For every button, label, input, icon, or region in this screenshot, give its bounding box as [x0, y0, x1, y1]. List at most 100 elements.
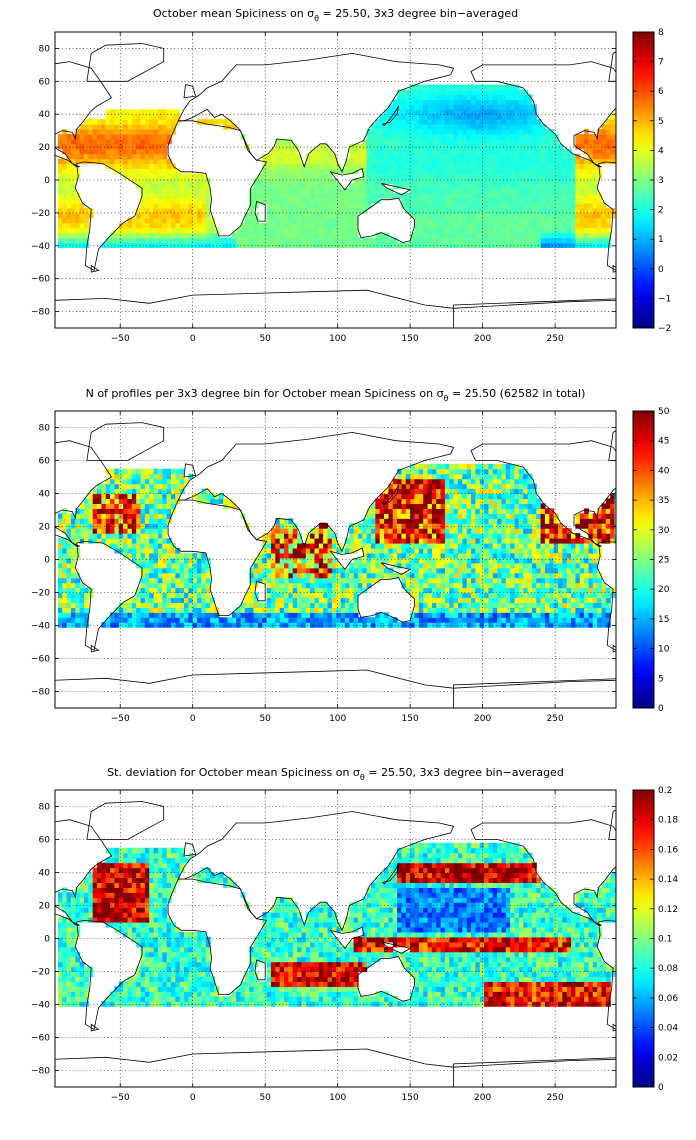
- bin-cell: [397, 99, 403, 105]
- bin-cell: [297, 617, 303, 623]
- bin-cell: [536, 227, 542, 234]
- bin-cell: [484, 138, 490, 145]
- bin-cell: [449, 493, 455, 500]
- bin-cell: [62, 188, 68, 194]
- bin-cell: [140, 158, 146, 165]
- bin-cell: [105, 124, 111, 130]
- bin-cell: [131, 557, 137, 564]
- bin-cell: [540, 143, 546, 150]
- bin-cell: [57, 513, 63, 519]
- bin-cell: [523, 143, 529, 150]
- bin-cell: [197, 587, 203, 594]
- bin-cell: [170, 473, 176, 480]
- bin-cell: [471, 468, 476, 475]
- bin-cell: [453, 567, 459, 574]
- bin-cell: [444, 94, 450, 101]
- bin-cell: [262, 567, 268, 574]
- bin-cell: [423, 622, 429, 628]
- bin-cell: [471, 607, 476, 613]
- bin-cell: [127, 622, 133, 628]
- bin-cell: [97, 138, 102, 145]
- bin-cell: [471, 587, 476, 594]
- bin-cell: [297, 552, 303, 559]
- bin-cell: [249, 607, 255, 613]
- bin-cell: [466, 153, 472, 160]
- bin-cell: [301, 212, 307, 219]
- bin-cell: [284, 153, 289, 160]
- bin-cell: [371, 543, 376, 549]
- bin-cell: [562, 237, 568, 244]
- bin-cell: [479, 227, 485, 234]
- bin-cell: [484, 232, 490, 239]
- bin-cell: [353, 572, 359, 579]
- bin-cell: [292, 143, 298, 150]
- bin-cell: [175, 567, 181, 574]
- bin-cell: [131, 119, 137, 125]
- bin-cell: [410, 473, 416, 480]
- bin-cell: [270, 557, 276, 564]
- bin-cell: [153, 163, 159, 170]
- bin-cell: [70, 587, 76, 594]
- bin-cell: [397, 547, 403, 554]
- bin-cell: [462, 217, 468, 224]
- bin-cell: [301, 173, 307, 179]
- bin-cell: [371, 617, 376, 623]
- bin-cell: [123, 153, 129, 160]
- bin-cell: [118, 518, 124, 524]
- bin-cell: [166, 552, 172, 559]
- bin-cell: [279, 188, 285, 194]
- bin-cell: [66, 133, 72, 140]
- bin-cell: [105, 538, 111, 544]
- bin-cell: [166, 232, 172, 239]
- bin-cell: [262, 572, 268, 579]
- bin-cell: [144, 562, 150, 569]
- bin-cell: [318, 207, 324, 214]
- bin-cell: [505, 124, 511, 130]
- bin-cell: [62, 592, 68, 599]
- bin-cell: [275, 203, 281, 209]
- y-tick-label: 20: [39, 143, 51, 153]
- bin-cell: [427, 109, 433, 115]
- bin-cell: [414, 89, 420, 96]
- bin-cell: [340, 188, 346, 194]
- bin-cell: [136, 222, 142, 229]
- bin-cell: [144, 607, 150, 613]
- bin-cell: [514, 94, 520, 101]
- bin-cell: [414, 109, 420, 115]
- bin-cell: [310, 622, 316, 628]
- bin-cell: [375, 232, 381, 239]
- bin-cell: [479, 168, 485, 175]
- bin-cell: [366, 622, 372, 628]
- bin-cell: [397, 513, 403, 519]
- bin-cell: [388, 552, 394, 559]
- bin-cell: [266, 188, 272, 194]
- bin-cell: [101, 503, 107, 509]
- bin-cell: [66, 523, 72, 529]
- bin-cell: [471, 178, 476, 184]
- bin-cell: [436, 153, 442, 160]
- bin-cell: [249, 203, 255, 209]
- bin-cell: [70, 158, 76, 165]
- bin-cell: [531, 178, 537, 184]
- bin-cell: [401, 99, 407, 105]
- bin-cell: [475, 133, 481, 140]
- bin-cell: [97, 143, 102, 150]
- bin-cell: [471, 227, 476, 234]
- bin-cell: [131, 538, 137, 544]
- bin-cell: [436, 84, 442, 91]
- bin-cell: [144, 188, 150, 194]
- bin-cell: [92, 523, 98, 529]
- bin-cell: [353, 562, 359, 569]
- bin-cell: [140, 188, 146, 194]
- bin-cell: [136, 124, 142, 130]
- bin-cell: [479, 468, 485, 475]
- bin-cell: [449, 617, 455, 623]
- bin-cell: [166, 607, 172, 613]
- bin-cell: [488, 124, 494, 130]
- bin-cell: [288, 203, 294, 209]
- bin-cell: [284, 572, 289, 579]
- bin-cell: [414, 617, 420, 623]
- bin-cell: [184, 178, 189, 184]
- bin-cell: [301, 207, 307, 214]
- bin-cell: [410, 533, 416, 539]
